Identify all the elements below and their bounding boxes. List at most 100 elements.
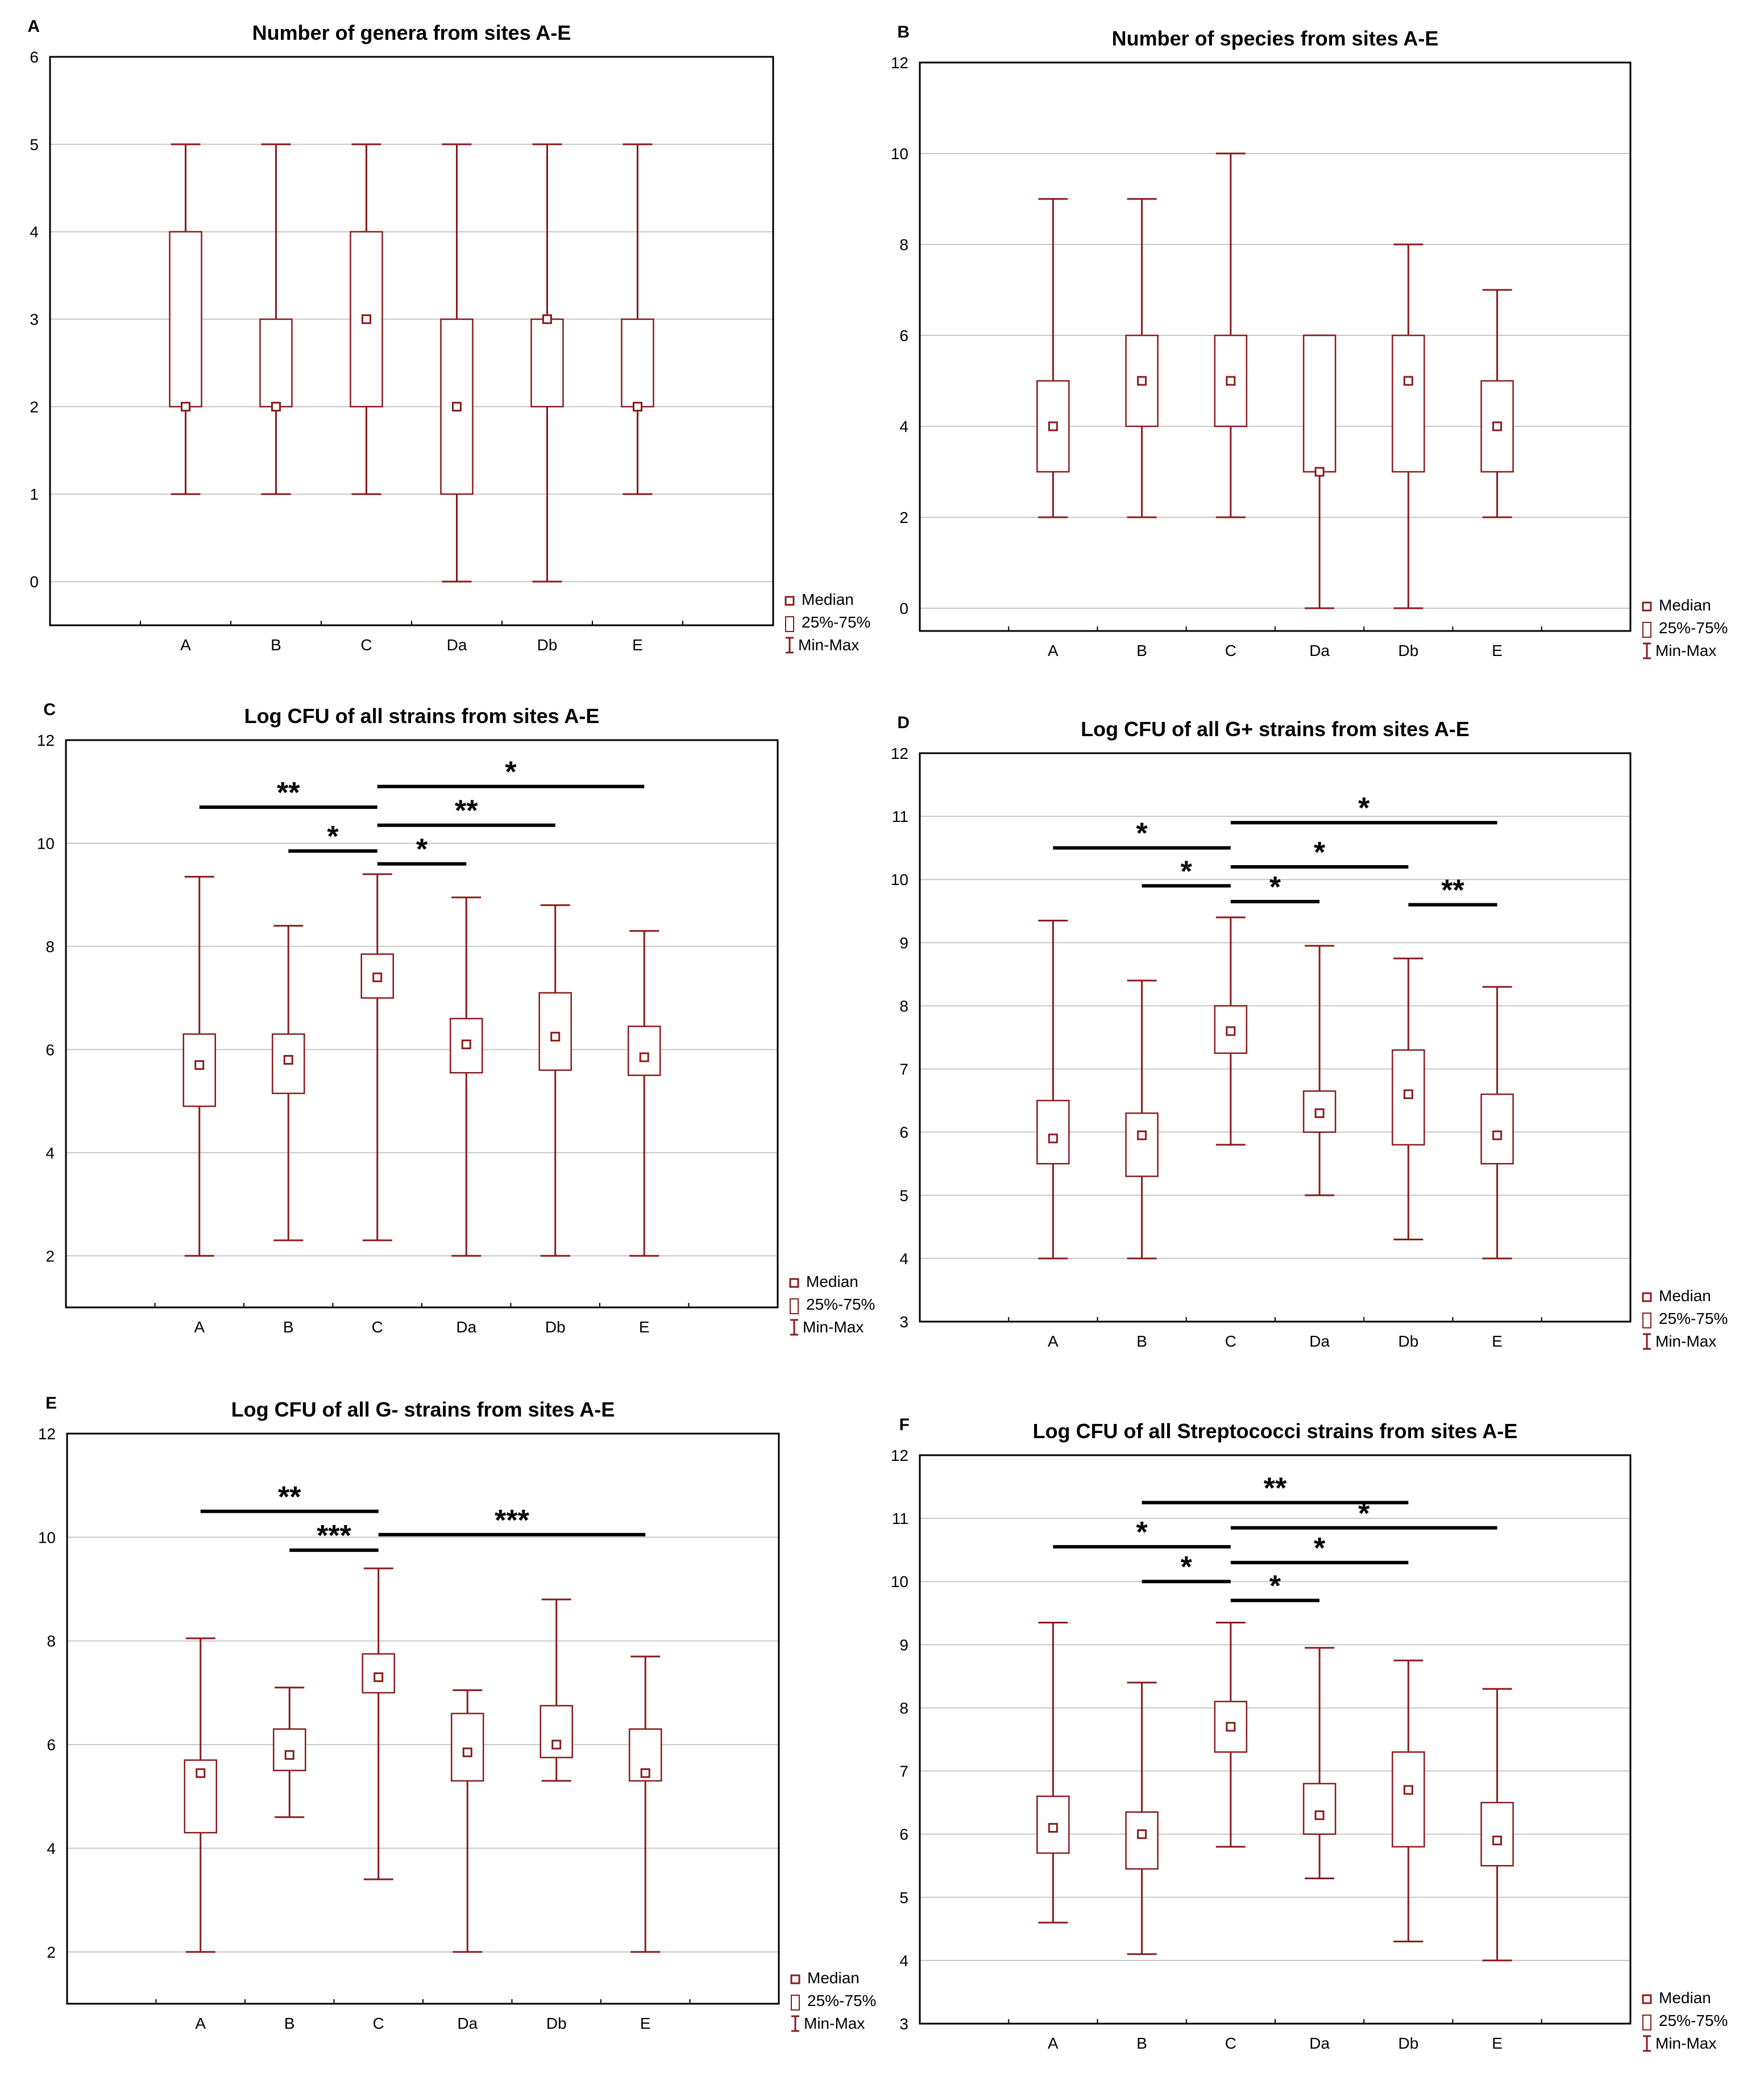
legend-range-label: Min-Max — [1655, 642, 1716, 659]
chart-title: Log CFU of all G- strains from sites A-E — [231, 1398, 615, 1421]
box-B — [1125, 198, 1159, 518]
panel-C: C Log CFU of all strains from sites A-E 2 4… — [37, 700, 875, 1336]
box-E — [1480, 289, 1514, 518]
legend-iqr-label: 25%-75% — [1659, 1310, 1728, 1327]
median-marker — [283, 1055, 293, 1065]
y-tick-label: 2 — [45, 1247, 55, 1265]
legend-iqr-icon — [1642, 1313, 1651, 1328]
x-tick-label: E — [1492, 2034, 1502, 2052]
box-iqr — [1214, 334, 1248, 427]
box-B — [1125, 1681, 1159, 1955]
legend-range-label: Min-Max — [803, 1318, 864, 1336]
x-tick-label: Da — [1309, 642, 1330, 659]
legend-iqr-icon — [1642, 2015, 1651, 2030]
x-tick-label: B — [1136, 2034, 1147, 2052]
panel-B: B Number of species from sites A-E 0 2 4 6 8 10… — [891, 23, 1728, 659]
median-marker — [551, 1739, 562, 1750]
x-tick-label: Db — [545, 1318, 566, 1336]
box-Db — [1392, 243, 1425, 609]
x-tick-label: Db — [537, 636, 558, 654]
y-tick-label: 6 — [30, 48, 39, 66]
y-tick-label: 11 — [892, 1510, 908, 1527]
significance-label: ** — [277, 776, 300, 809]
x-tick-label: B — [1136, 642, 1147, 659]
legend-iqr-label: 25%-75% — [1659, 619, 1728, 637]
box-iqr — [169, 231, 202, 408]
y-tick-label: 9 — [899, 934, 908, 952]
x-tick-label: A — [195, 2015, 206, 2032]
box-C — [1214, 1621, 1248, 1848]
significance-label: * — [1269, 1570, 1281, 1603]
legend-iqr-label: 25%-75% — [807, 1992, 876, 2009]
median-marker — [1226, 1026, 1236, 1036]
box-iqr — [1392, 1751, 1425, 1848]
box-iqr — [621, 318, 654, 408]
box-Da — [1302, 945, 1337, 1197]
y-tick-label: 8 — [899, 1699, 908, 1717]
median-marker — [1492, 1130, 1502, 1140]
significance-label: * — [1314, 1532, 1326, 1565]
box-Da — [450, 896, 483, 1257]
median-marker — [373, 1672, 384, 1683]
significance-label: * — [416, 833, 428, 866]
x-tick-label: C — [1225, 2034, 1236, 2052]
significance-label: * — [1181, 1551, 1193, 1584]
box-Da — [440, 143, 474, 583]
panel-letter: E — [45, 1394, 57, 1413]
y-tick-label: 3 — [899, 1313, 908, 1331]
median-marker — [452, 401, 462, 412]
legend: Median 25%-75% Min-Max — [789, 1273, 875, 1336]
box-A — [169, 143, 202, 495]
x-tick-label: E — [639, 1318, 650, 1336]
box-B — [1125, 979, 1159, 1260]
median-marker — [1403, 376, 1413, 386]
median-marker — [1403, 1089, 1413, 1099]
panel-letter: C — [43, 700, 56, 719]
legend-median-label: Median — [1659, 1989, 1711, 2007]
y-tick-label: 7 — [899, 1061, 908, 1078]
box-C — [362, 1567, 395, 1880]
x-tick-label: Da — [1309, 2034, 1330, 2052]
box-iqr — [628, 1025, 661, 1076]
y-tick-label: 5 — [899, 1187, 908, 1205]
box-iqr — [1036, 1099, 1070, 1165]
median-marker — [1137, 1130, 1147, 1140]
median-marker — [1226, 1722, 1236, 1732]
y-tick-label: 2 — [47, 1943, 56, 1961]
panel-letter: A — [27, 17, 40, 36]
significance-label: ** — [278, 1481, 301, 1514]
x-tick-label: A — [194, 1318, 205, 1336]
median-marker — [1314, 1108, 1325, 1118]
box-A — [184, 1637, 217, 1953]
legend-median-icon — [785, 596, 795, 606]
median-marker — [194, 1060, 205, 1070]
y-tick-label: 7 — [899, 1763, 908, 1780]
x-tick-label: Da — [457, 2015, 478, 2032]
legend-range-label: Min-Max — [804, 2015, 865, 2032]
significance-label: * — [1314, 836, 1326, 869]
y-tick-label: 6 — [899, 1124, 908, 1141]
median-marker — [1137, 376, 1147, 386]
plot-frame — [919, 61, 1632, 632]
x-tick-label: C — [373, 2015, 384, 2032]
box-iqr — [538, 992, 572, 1071]
panel-D: D Log CFU of all G+ strains from sites A-… — [891, 713, 1728, 1350]
median-marker — [1492, 1835, 1502, 1846]
legend: Median 25%-75% Min-Max — [785, 591, 870, 654]
median-marker — [461, 1039, 471, 1049]
legend-iqr-icon — [785, 616, 794, 632]
chart-title: Log CFU of all strains from sites A-E — [244, 704, 600, 728]
y-tick-label: 4 — [47, 1839, 56, 1857]
x-tick-label: A — [1048, 1332, 1059, 1350]
x-tick-label: Db — [1398, 642, 1418, 659]
panel-F: F Log CFU of all Streptococci strains fro… — [891, 1415, 1728, 2052]
box-iqr — [1480, 1093, 1514, 1165]
y-tick-label: 4 — [45, 1144, 55, 1162]
median-marker — [550, 1032, 561, 1042]
median-marker — [1226, 376, 1236, 386]
x-tick-label: E — [1492, 1332, 1502, 1350]
y-tick-label: 10 — [891, 145, 908, 163]
plot-frame — [919, 752, 1632, 1323]
x-tick-label: Da — [1309, 1332, 1330, 1350]
